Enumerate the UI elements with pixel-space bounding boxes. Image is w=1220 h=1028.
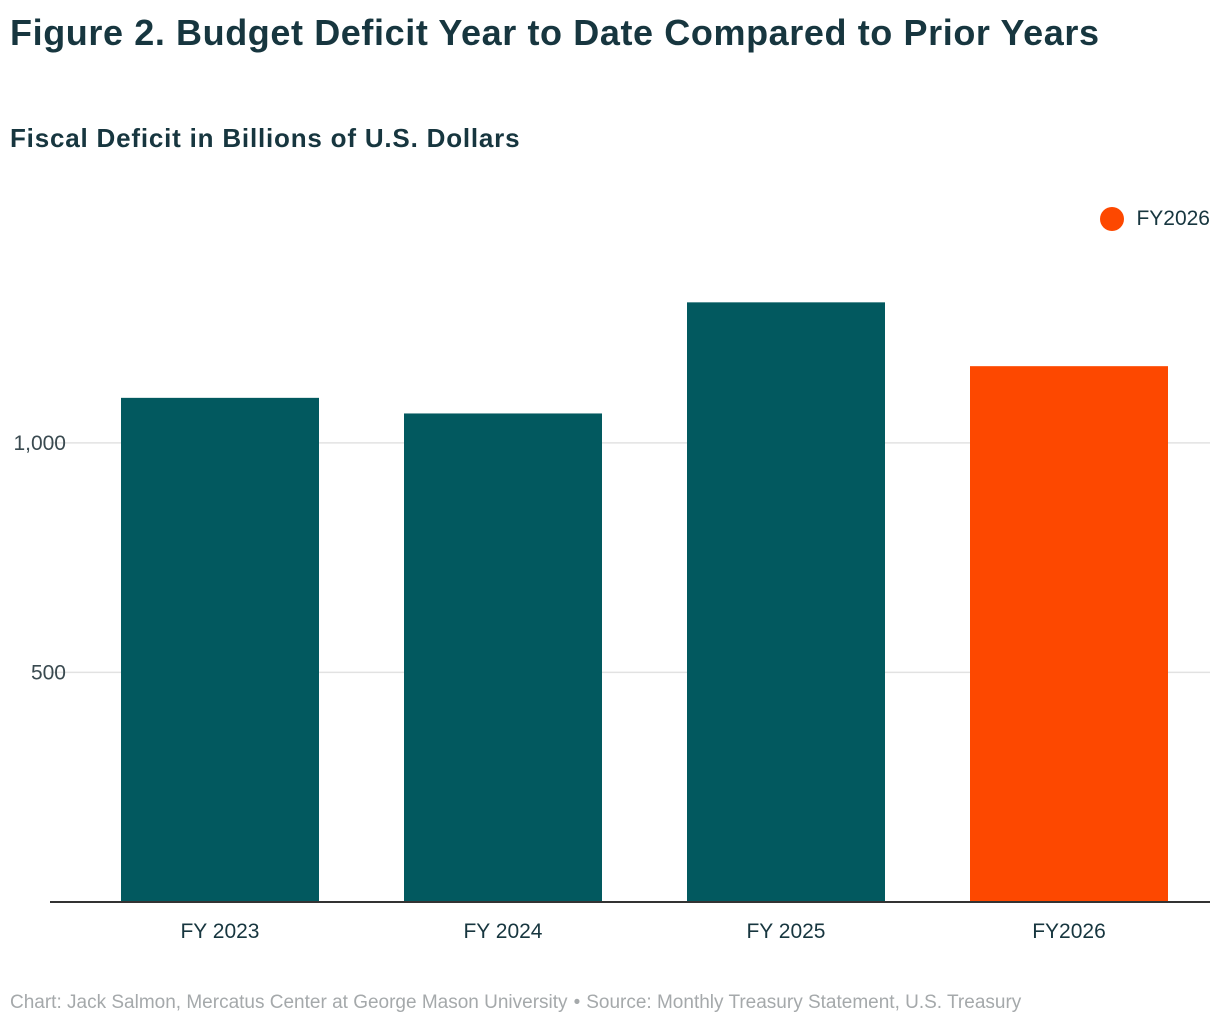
x-tick-label-fy-2025: FY 2025 xyxy=(746,920,825,943)
legend-swatch-fy2026 xyxy=(1100,207,1125,231)
y-tick-label-500: 500 xyxy=(31,661,66,684)
axis-labels: 500 1,000 FY 2023 FY 2024 FY 2025 FY2026 xyxy=(13,432,1105,943)
chart-title: Figure 2. Budget Deficit Year to Date Co… xyxy=(10,12,1100,53)
bar-fy-2024 xyxy=(404,413,602,902)
chart-subtitle: Fiscal Deficit in Billions of U.S. Dolla… xyxy=(10,123,521,153)
legend-label-fy2026: FY2026 xyxy=(1136,207,1210,230)
legend: FY2026 xyxy=(1100,207,1210,231)
x-tick-label-fy-2023: FY 2023 xyxy=(180,920,259,943)
footer-source: Source: Monthly Treasury Statement, U.S.… xyxy=(586,992,1022,1013)
footer-separator: • xyxy=(573,992,581,1013)
bar-fy-2025 xyxy=(687,302,885,903)
bar-fy2026 xyxy=(970,366,1168,902)
y-tick-label-1000: 1,000 xyxy=(13,432,66,455)
x-tick-label-fy-2024: FY 2024 xyxy=(463,920,542,943)
footer-credit: Chart: Jack Salmon, Mercatus Center at G… xyxy=(10,992,568,1013)
bar-chart: 500 1,000 FY 2023 FY 2024 FY 2025 FY2026 xyxy=(13,302,1210,943)
bar-fy-2023 xyxy=(121,397,319,902)
bars xyxy=(121,302,1168,903)
chart-footer: Chart: Jack Salmon, Mercatus Center at G… xyxy=(10,992,1021,1014)
x-tick-label-fy2026: FY2026 xyxy=(1032,920,1106,943)
